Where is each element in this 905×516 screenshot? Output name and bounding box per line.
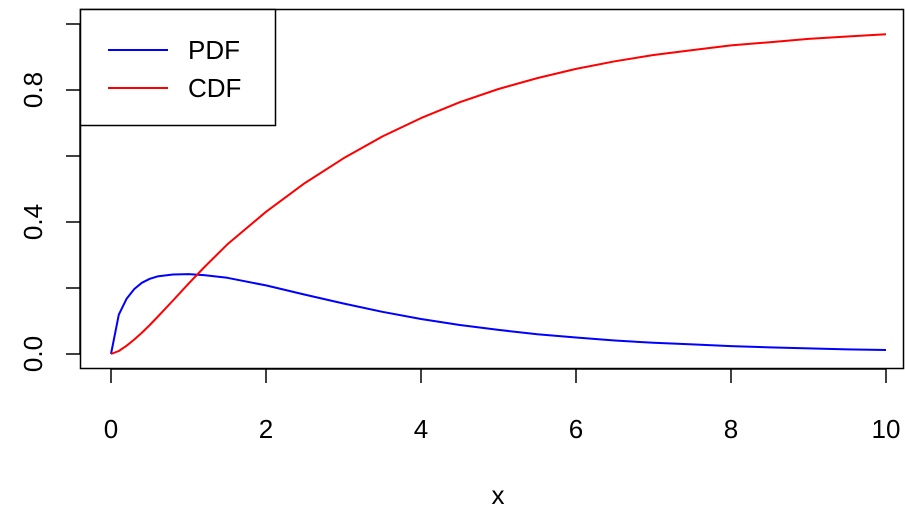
- y-tick-label: 0.8: [18, 72, 48, 108]
- x-tick-label: 6: [569, 414, 583, 444]
- legend-label-pdf: PDF: [188, 35, 240, 65]
- x-tick-label: 8: [724, 414, 738, 444]
- legend-box: [81, 10, 276, 126]
- legend-label-cdf: CDF: [188, 73, 241, 103]
- x-tick-label: 0: [104, 414, 118, 444]
- x-tick-label: 2: [259, 414, 273, 444]
- x-axis-label: x: [492, 480, 505, 510]
- y-tick-label: 0.0: [18, 336, 48, 372]
- x-tick-label: 10: [872, 414, 901, 444]
- legend: PDF CDF: [81, 10, 276, 126]
- y-tick-label: 0.4: [18, 204, 48, 240]
- x-tick-label: 4: [414, 414, 428, 444]
